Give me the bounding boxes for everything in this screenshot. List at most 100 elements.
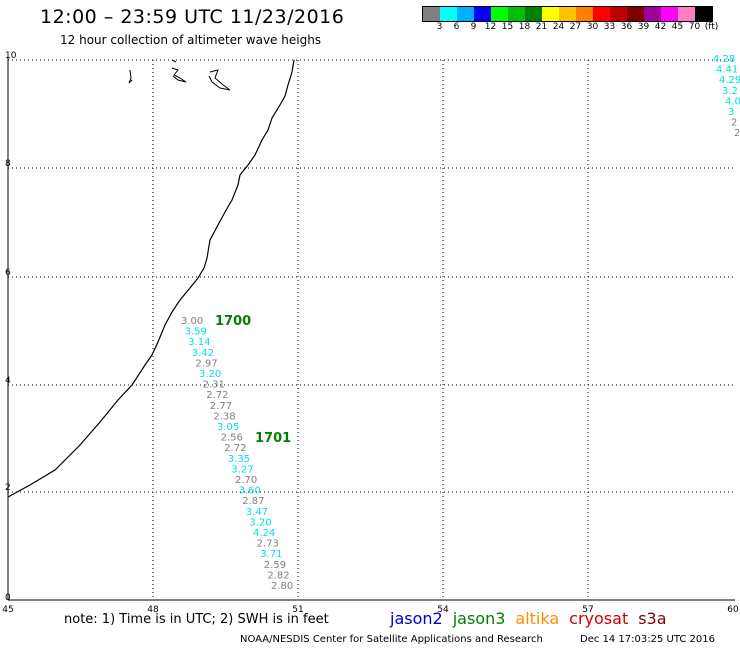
- swh-value: 3.60: [239, 486, 261, 497]
- scale-label: 42: [654, 22, 667, 32]
- x-tick-label: 57: [582, 605, 593, 615]
- altimeter-track-main: 3.003.593.143.422.973.202.312.722.772.38…: [181, 316, 293, 592]
- scale-swatch: [593, 7, 610, 21]
- scale-label: 27: [569, 22, 582, 32]
- scale-swatch: [542, 7, 559, 21]
- y-tick-label: 8: [5, 159, 11, 169]
- swh-value: 3.14: [188, 337, 210, 348]
- color-scale: [422, 6, 713, 22]
- swh-value-edge: 4.0: [725, 96, 740, 107]
- scale-label: 21: [535, 22, 548, 32]
- swh-value-edge: 2: [734, 128, 740, 139]
- scale-swatch: [678, 7, 695, 21]
- x-tick-label: 45: [2, 605, 13, 615]
- swh-value: 2.70: [235, 475, 257, 486]
- page-title: 12:00 – 23:59 UTC 11/23/2016: [40, 6, 345, 28]
- swh-value: 2.73: [257, 539, 279, 550]
- scale-swatch: [474, 7, 491, 21]
- scale-label: 45: [671, 22, 684, 32]
- scale-label: 3: [436, 22, 443, 32]
- scale-label: 15: [501, 22, 514, 32]
- footer-credit: NOAA/NESDIS Center for Satellite Applica…: [240, 634, 543, 645]
- island: [171, 67, 187, 83]
- swh-value-edge: 4.41: [716, 65, 738, 76]
- swh-value: 2.59: [264, 560, 286, 571]
- swh-value: 2.97: [195, 358, 217, 369]
- scale-label: (ft): [704, 22, 719, 32]
- swh-value: 3.05: [217, 422, 239, 433]
- scale-swatch: [491, 7, 508, 21]
- page-subtitle: 12 hour collection of altimeter wave hei…: [60, 33, 322, 47]
- swh-value-edge: 4.29: [719, 75, 740, 86]
- scale-label: 39: [637, 22, 650, 32]
- swh-value: 2.87: [242, 496, 264, 507]
- scale-swatch: [576, 7, 593, 21]
- scale-swatch: [627, 7, 644, 21]
- swh-value: 4.24: [253, 528, 275, 539]
- satellite-legend: jason2 jason3 altika cryosat s3a: [390, 609, 667, 628]
- satellite-s3a: s3a: [638, 609, 667, 628]
- swh-value: 2.82: [267, 570, 289, 581]
- y-tick-label: 0: [5, 593, 11, 603]
- swh-value: 3.71: [260, 549, 282, 560]
- map-grid: 45 48 51 54 57 60 0 2 4 6 8 10: [2, 51, 739, 615]
- pass-label-1701: 1701: [255, 431, 291, 446]
- scale-label: 36: [620, 22, 633, 32]
- y-tick-label: 10: [5, 51, 17, 61]
- x-tick-label: 60: [727, 605, 739, 615]
- scale-swatch: [559, 7, 576, 21]
- swh-value: 2.72: [206, 390, 228, 401]
- swh-value: 3.27: [231, 464, 253, 475]
- swh-value: 2.31: [203, 380, 225, 391]
- scale-swatch: [644, 7, 661, 21]
- y-tick-label: 2: [5, 483, 11, 493]
- y-tick-label: 4: [5, 376, 11, 386]
- coastline: [7, 59, 295, 498]
- scale-label: 12: [484, 22, 497, 32]
- x-tick-label: 48: [147, 605, 159, 615]
- y-tick-label: 6: [5, 268, 11, 278]
- swh-value-edge: 3: [728, 107, 734, 118]
- swh-value: 3.42: [192, 348, 214, 359]
- swh-value: 3.20: [199, 369, 221, 380]
- swh-value-edge: 3.2: [722, 86, 738, 97]
- scale-swatch: [610, 7, 627, 21]
- swh-value-edge: 4.28: [713, 54, 735, 65]
- scale-label: 6: [453, 22, 460, 32]
- scale-label: 70: [688, 22, 701, 32]
- x-tick-label: 54: [437, 605, 449, 615]
- scale-swatch: [508, 7, 525, 21]
- scale-label: 9: [470, 22, 477, 32]
- x-tick-label: 51: [292, 605, 303, 615]
- scale-swatch: [457, 7, 474, 21]
- island: [171, 59, 177, 63]
- footer-date: Dec 14 17:03:25 UTC 2016: [580, 634, 715, 645]
- scale-label: 33: [603, 22, 616, 32]
- scale-label: 24: [552, 22, 565, 32]
- note-text: note: 1) Time is in UTC; 2) SWH is in fe…: [64, 612, 329, 627]
- island: [128, 69, 133, 84]
- scale-swatch: [423, 7, 440, 21]
- satellite-jason3: jason3: [452, 609, 506, 628]
- pass-label-1700: 1700: [215, 314, 251, 329]
- swh-value: 3.47: [246, 507, 268, 518]
- scale-label: 18: [518, 22, 531, 32]
- swh-value: 3.59: [185, 327, 207, 338]
- scale-swatch: [695, 7, 712, 21]
- satellite-altika: altika: [515, 609, 560, 628]
- swh-value: 3.00: [181, 316, 203, 327]
- swh-value: 2.80: [271, 581, 293, 592]
- swh-value: 2.56: [221, 433, 243, 444]
- island: [208, 69, 231, 91]
- swh-value: 2.77: [210, 401, 232, 412]
- swh-value: 3.35: [228, 454, 250, 465]
- scale-label: 30: [586, 22, 599, 32]
- swh-value: 2.72: [224, 443, 246, 454]
- scale-swatch: [440, 7, 457, 21]
- swh-value: 3.20: [249, 517, 271, 528]
- swh-value-edge: 2: [731, 118, 737, 129]
- satellite-jason2: jason2: [390, 609, 443, 628]
- swh-value: 2.38: [213, 411, 235, 422]
